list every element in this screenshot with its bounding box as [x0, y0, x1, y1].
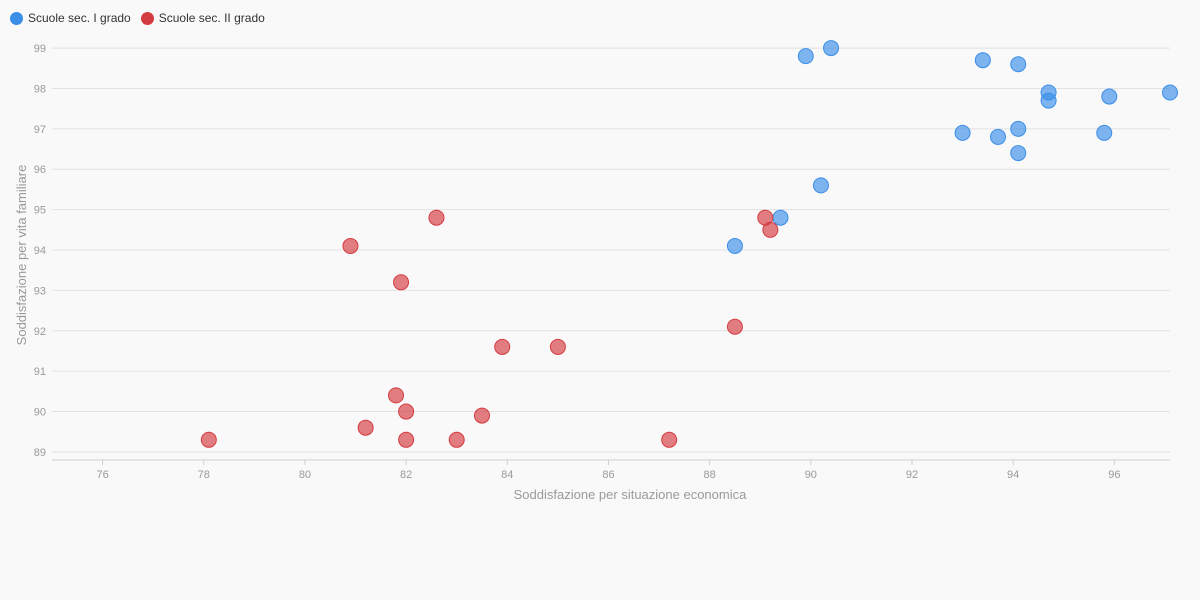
grid-lines: [52, 47, 1170, 453]
data-point-series-2[interactable]: [398, 403, 415, 420]
data-point-series-1[interactable]: [954, 124, 971, 141]
legend-item-series-2[interactable]: Scuole sec. II grado: [140, 11, 265, 25]
y-tick-label: 89: [34, 447, 46, 459]
data-point-series-1[interactable]: [1010, 56, 1027, 73]
data-point-series-1[interactable]: [1010, 145, 1027, 162]
data-point-series-2[interactable]: [428, 209, 445, 226]
data-point-series-1[interactable]: [812, 177, 829, 194]
x-tick-label: 86: [602, 469, 614, 481]
data-point-series-2[interactable]: [398, 431, 415, 448]
x-tick-label: 96: [1108, 469, 1120, 481]
data-point-series-2[interactable]: [661, 431, 678, 448]
data-point-series-1[interactable]: [797, 48, 814, 65]
x-tick-label: 78: [198, 469, 210, 481]
y-tick-label: 96: [34, 164, 46, 176]
data-point-series-2[interactable]: [357, 419, 374, 436]
data-point-series-2[interactable]: [726, 318, 743, 335]
data-point-series-1[interactable]: [772, 209, 789, 226]
data-point-series-2[interactable]: [474, 407, 490, 424]
data-point-series-1[interactable]: [1162, 84, 1178, 101]
data-point-series-2[interactable]: [393, 274, 410, 291]
data-point-series-1[interactable]: [1096, 124, 1113, 141]
y-tick-label: 99: [34, 43, 46, 55]
data-point-series-1[interactable]: [1101, 88, 1118, 105]
data-point-series-1[interactable]: [1040, 92, 1057, 109]
data-point-series-2[interactable]: [494, 338, 511, 355]
y-tick-label: 92: [34, 326, 46, 338]
data-point-series-2[interactable]: [549, 338, 566, 355]
legend-label-series-1: Scuole sec. I grado: [28, 11, 131, 25]
x-tick-label: 80: [299, 469, 311, 481]
x-tick-label: 94: [1007, 469, 1019, 481]
data-point-series-2[interactable]: [342, 237, 359, 254]
x-tick-label: 88: [704, 469, 716, 481]
data-point-series-2[interactable]: [448, 431, 465, 448]
data-point-series-1[interactable]: [974, 52, 991, 69]
legend-item-series-1[interactable]: Scuole sec. I grado: [10, 11, 131, 25]
data-point-series-2[interactable]: [388, 387, 404, 404]
legend-marker-series-1: [10, 11, 23, 25]
data-point-series-1[interactable]: [823, 40, 840, 57]
x-tick-label: 84: [501, 469, 513, 481]
x-tick-label: 90: [805, 469, 817, 481]
legend-label-series-2: Scuole sec. II grado: [158, 11, 265, 25]
y-tick-label: 90: [34, 407, 46, 419]
x-tick-label: 76: [96, 469, 108, 481]
data-point-series-1[interactable]: [990, 128, 1006, 145]
x-tick-label: 92: [906, 469, 918, 481]
data-point-series-1[interactable]: [1010, 120, 1027, 137]
data-point-series-2[interactable]: [200, 431, 217, 448]
chart-legend: Scuole sec. I grado Scuole sec. II grado: [10, 11, 265, 25]
y-tick-label: 98: [34, 83, 46, 95]
y-axis-title: Soddisfazione per vita familiare: [14, 165, 29, 346]
data-points: [200, 40, 1178, 448]
x-tick-label: 82: [400, 469, 412, 481]
data-point-series-2[interactable]: [762, 221, 779, 238]
y-tick-label: 94: [34, 245, 46, 257]
y-tick-label: 93: [34, 285, 46, 297]
data-point-series-1[interactable]: [726, 237, 743, 254]
y-axis-ticks: 89 90 91 92 93 94 95 96 97 98 99: [34, 43, 46, 459]
y-tick-label: 95: [34, 205, 46, 217]
y-tick-label: 91: [34, 366, 46, 378]
x-axis-ticks: 76 78 80 82 84 86 88 90 92 94 96: [96, 460, 1120, 481]
y-tick-label: 97: [34, 124, 46, 136]
x-axis-title: Soddisfazione per situazione economica: [514, 487, 747, 502]
legend-marker-series-2: [140, 11, 154, 25]
